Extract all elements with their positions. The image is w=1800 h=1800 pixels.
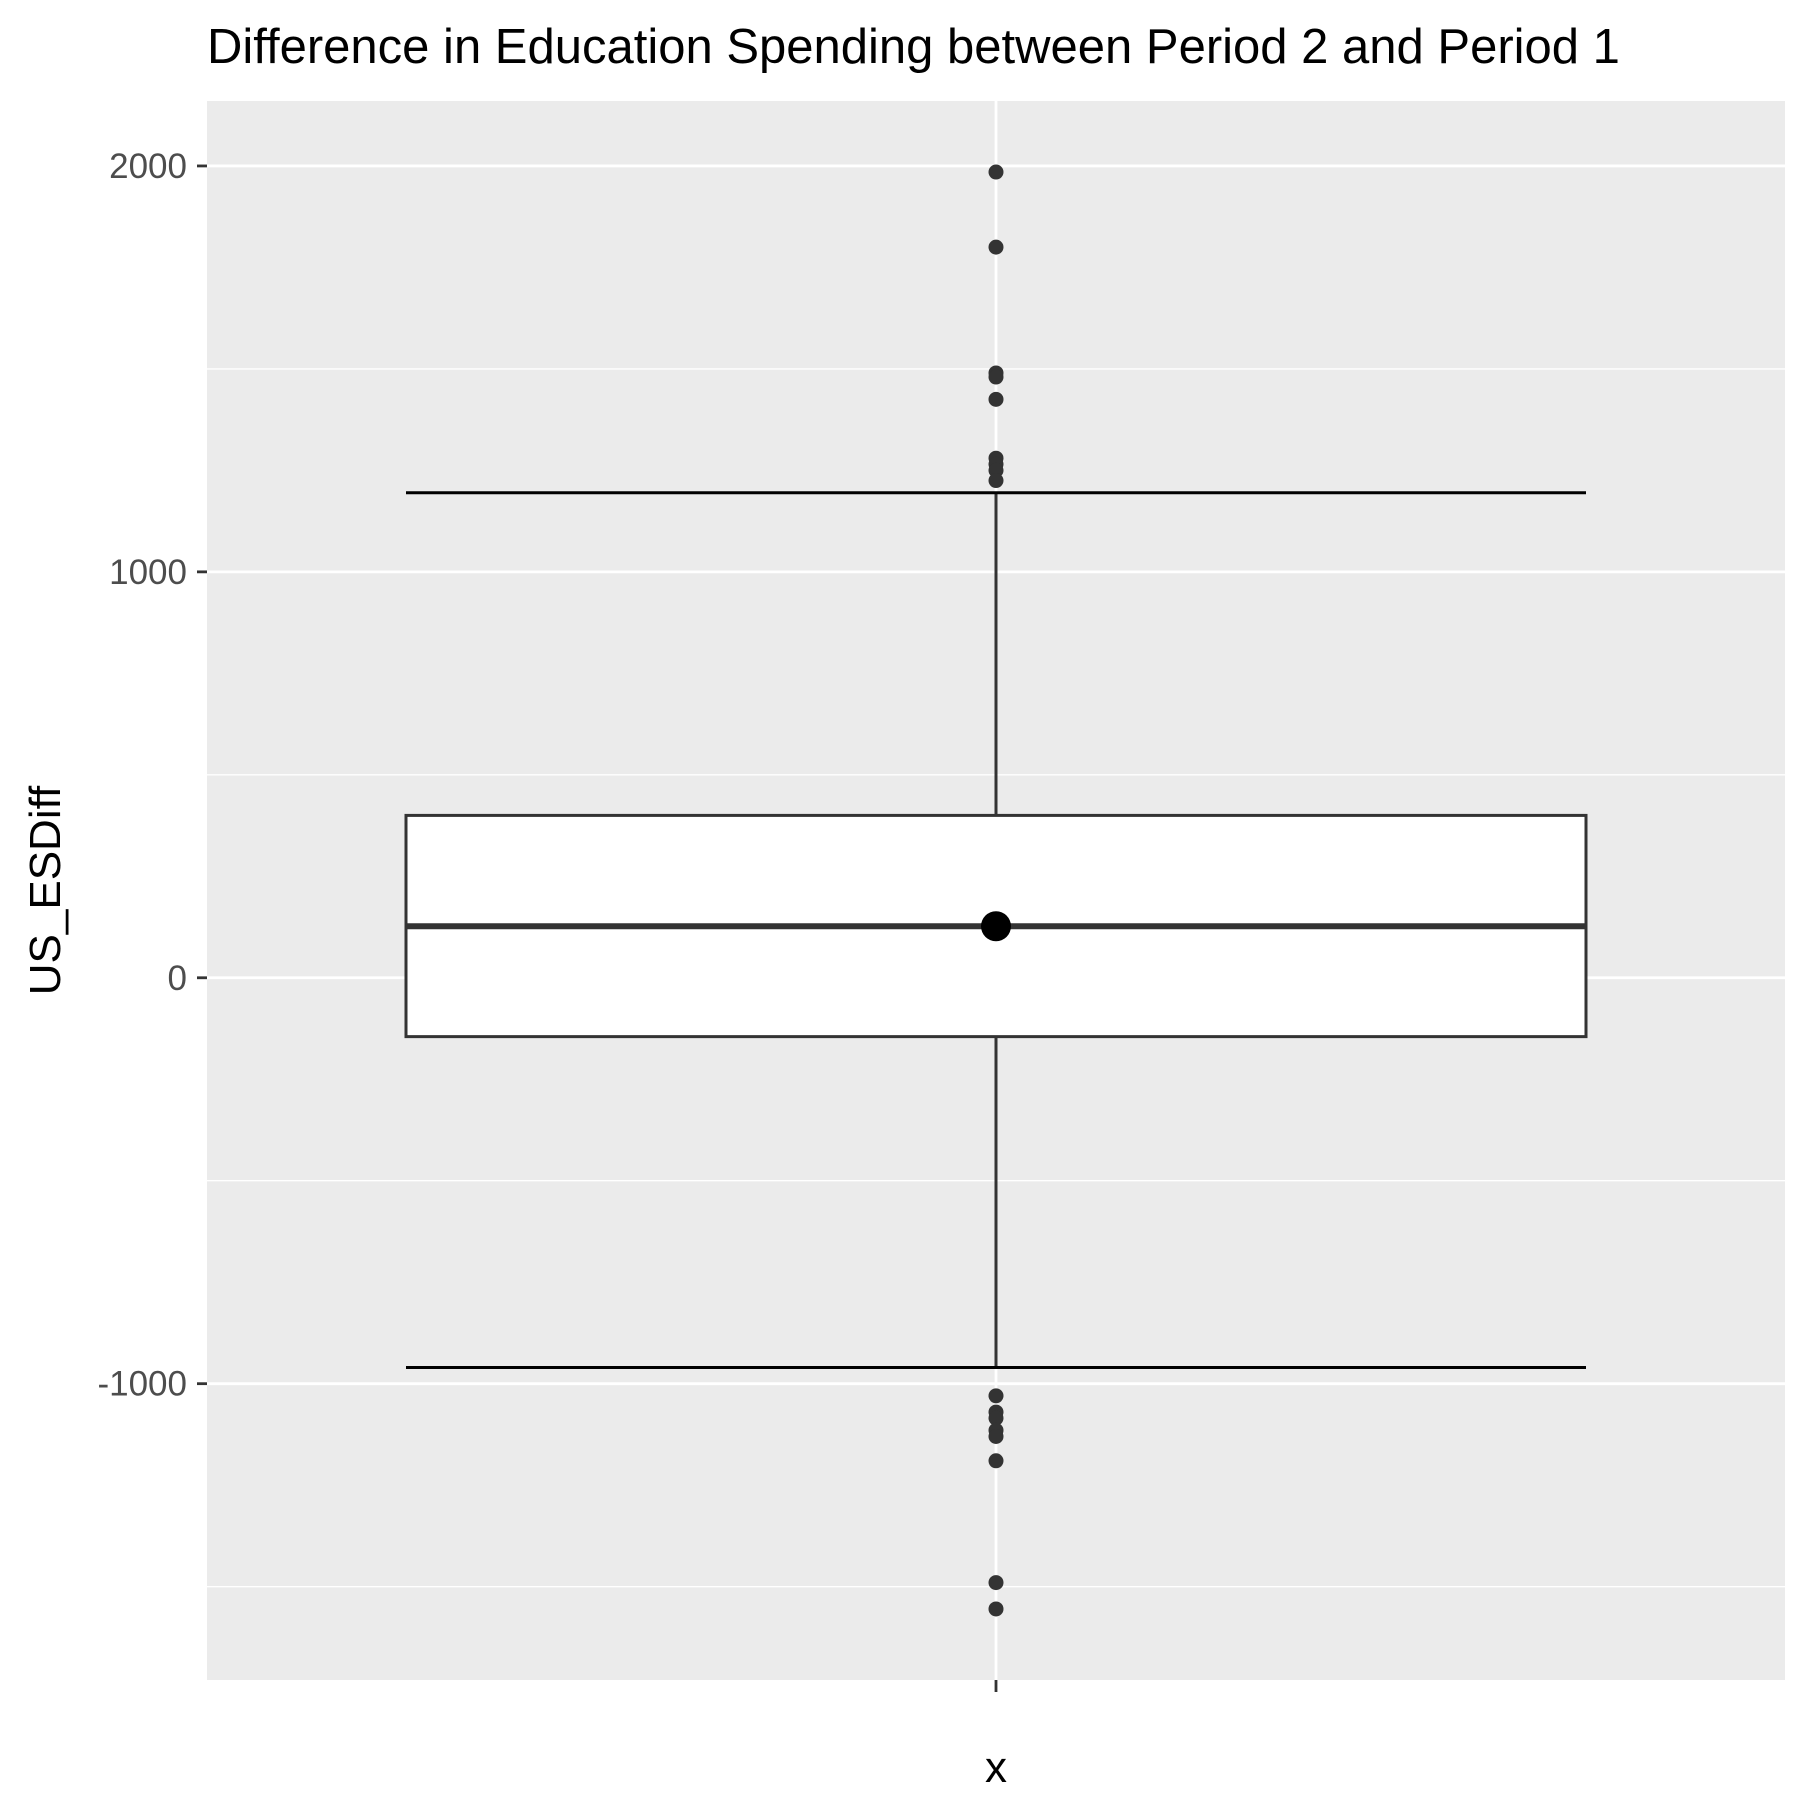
- y-tick-label: 0: [168, 959, 187, 998]
- chart-title: Difference in Education Spending between…: [207, 20, 1620, 74]
- mean-point: [981, 911, 1011, 942]
- outlier-point: [988, 164, 1004, 180]
- axes: 2000 1000 0 -1000: [97, 147, 998, 1692]
- y-tick-label: 1000: [109, 553, 187, 592]
- x-axis-title: x: [985, 1743, 1007, 1792]
- outlier-point: [988, 1575, 1004, 1591]
- y-axis-title: US_ESDiff: [21, 785, 70, 995]
- outlier-point: [988, 1388, 1004, 1404]
- outlier-point: [988, 1428, 1004, 1444]
- outlier-point: [988, 1453, 1004, 1469]
- y-tick-label: -1000: [97, 1365, 187, 1404]
- box-layer: [404, 491, 1588, 1369]
- y-tick-label: 2000: [109, 147, 187, 186]
- outlier-point: [988, 1410, 1004, 1426]
- outlier-point: [988, 391, 1004, 407]
- outlier-point: [988, 1601, 1004, 1617]
- outlier-point: [988, 473, 1004, 489]
- outlier-points: [988, 164, 1004, 1617]
- outlier-point: [988, 239, 1004, 255]
- outlier-point: [988, 369, 1004, 385]
